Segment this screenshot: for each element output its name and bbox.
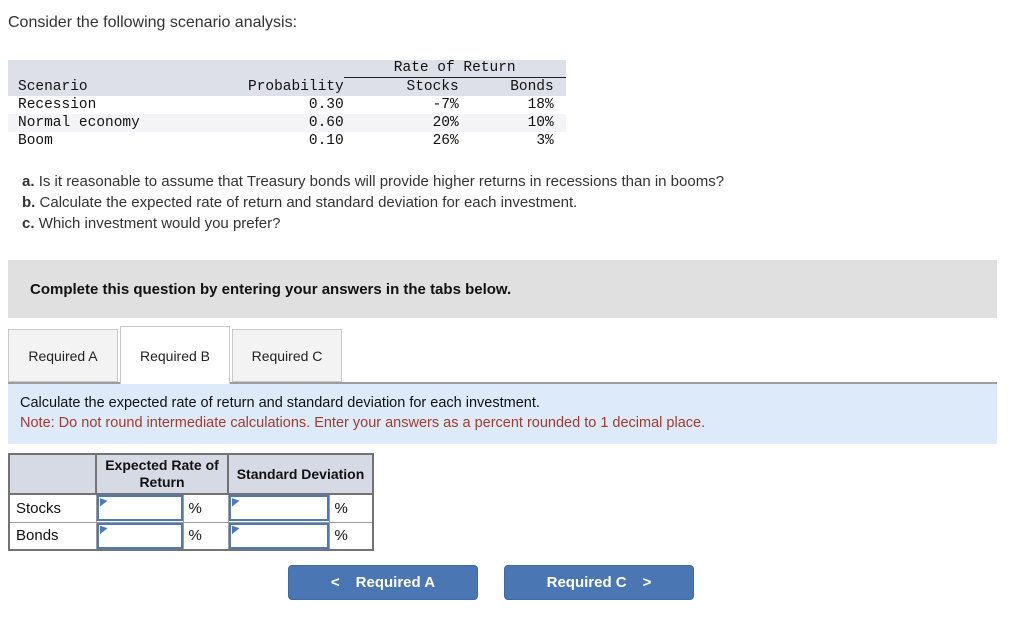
answer-table: Expected Rate of Return Standard Deviati… (8, 453, 374, 551)
table-row: Boom 0.10 26% 3% (8, 132, 566, 150)
table-row: Rate of Return (8, 60, 566, 78)
stocks-expected-rate-cell (95, 493, 184, 523)
bonds-cell: 3% (536, 133, 554, 149)
stocks-expected-rate-input[interactable] (96, 495, 183, 522)
row-label-bonds: Bonds (8, 521, 97, 551)
column-header-stocks: Stocks (343, 78, 459, 96)
scenario-analysis-table: Rate of Return Scenario Probability Stoc… (8, 60, 566, 150)
column-header-probability: Probability (248, 78, 344, 96)
scenario-cell: Normal economy (8, 114, 248, 132)
column-header-scenario: Scenario (8, 78, 248, 96)
tab-navigation: < Required A Required C > (288, 565, 1024, 600)
column-header-std-deviation: Standard Deviation (227, 453, 374, 495)
stocks-std-deviation-input[interactable] (228, 495, 329, 522)
table-row: Stocks % % (8, 493, 374, 523)
tab-required-a[interactable]: Required A (8, 329, 118, 382)
instruction-text: Calculate the expected rate of return an… (20, 395, 540, 411)
instruction-panel: Calculate the expected rate of return an… (8, 384, 997, 444)
rate-of-return-header: Rate of Return (343, 60, 566, 78)
bonds-std-deviation-cell (227, 521, 330, 551)
table-row: Scenario Probability Stocks Bonds (8, 78, 566, 96)
stocks-cell: 20% (343, 114, 459, 132)
percent-label: % (182, 521, 229, 551)
tab-required-c[interactable]: Required C (232, 329, 342, 382)
table-row: Recession 0.30 -7% 18% (8, 96, 566, 114)
required-tabs: Required A Required B Required C (8, 326, 997, 384)
next-required-c-button[interactable]: Required C > (504, 565, 694, 600)
row-label-stocks: Stocks (8, 493, 97, 523)
scenario-cell: Recession (18, 97, 97, 113)
stocks-cell: -7% (432, 97, 459, 113)
bonds-cell: 10% (458, 114, 566, 132)
probability-cell: 0.60 (248, 114, 344, 132)
bonds-expected-rate-input[interactable] (96, 522, 183, 549)
column-header-expected-rate: Expected Rate of Return (95, 453, 229, 495)
bonds-expected-rate-cell (95, 521, 184, 551)
tab-required-b[interactable]: Required B (120, 326, 230, 384)
percent-label: % (182, 493, 229, 523)
scenario-cell: Boom (18, 133, 53, 149)
stocks-cell: 26% (432, 133, 459, 149)
percent-label: % (328, 521, 374, 551)
column-header-bonds: Bonds (458, 78, 566, 96)
probability-cell: 0.30 (308, 97, 344, 113)
prev-required-a-button[interactable]: < Required A (288, 565, 478, 600)
question-b: b. Calculate the expected rate of return… (22, 194, 578, 211)
bonds-cell: 18% (527, 97, 554, 113)
chevron-left-icon: < (330, 574, 340, 591)
stocks-std-deviation-cell (227, 493, 330, 523)
table-row: Bonds % % (8, 521, 374, 551)
spacer-cell (8, 453, 97, 495)
chevron-right-icon: > (642, 574, 652, 591)
complete-question-banner: Complete this question by entering your … (8, 260, 997, 318)
question-c: c. Which investment would you prefer? (22, 215, 281, 232)
percent-label: % (328, 493, 374, 523)
question-list: a. Is it reasonable to assume that Treas… (22, 171, 1024, 234)
bonds-std-deviation-input[interactable] (228, 522, 329, 549)
spacer-cell (8, 60, 344, 78)
probability-cell: 0.10 (308, 133, 344, 149)
table-row: Expected Rate of Return Standard Deviati… (8, 453, 374, 495)
question-a: a. Is it reasonable to assume that Treas… (22, 173, 725, 190)
instruction-note: Note: Do not round intermediate calculat… (20, 415, 706, 431)
page-title: Consider the following scenario analysis… (8, 14, 298, 31)
table-row: Normal economy 0.60 20% 10% (8, 114, 566, 132)
